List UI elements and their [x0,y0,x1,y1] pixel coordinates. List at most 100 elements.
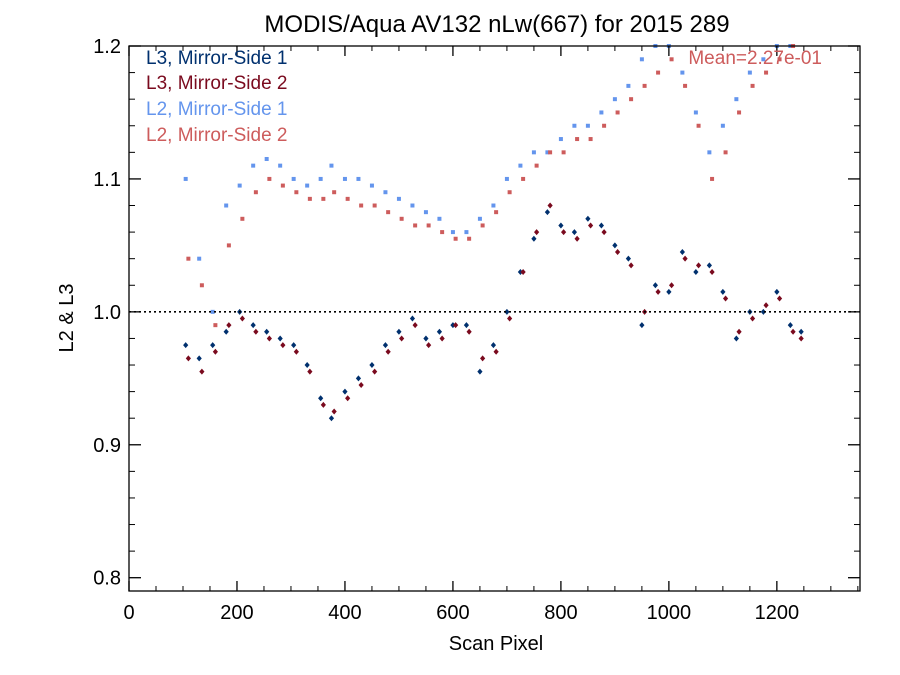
data-point [761,57,766,62]
data-point [679,249,685,256]
data-point [291,342,297,349]
data-point [183,342,189,349]
data-point [253,190,258,195]
data-point [668,282,675,289]
data-points [183,44,804,422]
data-point [561,150,566,155]
data-point [423,210,428,215]
data-point [426,342,432,349]
data-point [293,348,299,355]
legend-entry-l3-ms2: L3, Mirror-Side 2 [146,73,288,94]
data-point [572,123,577,128]
x-tick-label: 400 [328,602,361,624]
data-point [345,196,350,201]
data-point [656,70,661,75]
x-tick-label: 1000 [647,602,692,624]
data-point [266,335,272,342]
data-point [250,322,256,329]
x-axis-title: Scan Pixel [449,633,544,655]
data-point [332,190,337,195]
data-point [356,176,361,181]
data-point [642,83,647,88]
data-point [329,163,334,168]
data-point [490,342,497,349]
legend: L3, Mirror-Side 1 L3, Mirror-Side 2 L2, … [146,48,288,146]
data-point [504,176,509,181]
data-point [720,123,725,128]
data-point [239,315,245,322]
data-point [682,255,688,262]
data-point [507,315,513,322]
y-tick-label: 0.9 [93,435,121,457]
data-point [186,256,191,261]
data-point [588,137,593,142]
data-point [764,70,769,75]
data-point [639,57,644,62]
data-point [450,322,456,329]
data-point [598,222,604,229]
data-point [210,309,215,314]
data-point [558,137,563,142]
data-point [294,190,299,195]
data-point [574,235,580,242]
data-point [798,335,804,342]
data-point [776,295,783,302]
legend-entry-l2-ms1: L2, Mirror-Side 1 [146,99,288,120]
data-point [723,150,728,155]
data-point [561,229,567,236]
y-tick-label: 1.2 [93,36,121,58]
data-point [385,348,391,355]
data-point [683,83,688,88]
data-point [223,328,229,335]
data-point [737,110,742,115]
data-point [669,57,674,62]
data-point [585,123,590,128]
data-point [307,368,313,375]
data-point [480,223,485,228]
data-point [558,222,564,229]
data-point [787,322,793,329]
data-point [639,322,645,329]
legend-entry-l2-ms2: L2, Mirror-Side 2 [146,125,288,146]
data-point [790,328,796,335]
data-point [599,110,604,115]
data-point [197,256,202,261]
series-2 [183,44,793,314]
data-point [399,216,404,221]
data-point [372,368,378,375]
data-point [722,295,729,302]
data-point [615,110,620,115]
data-point [521,176,526,181]
y-axis-title: L2 & L3 [56,284,78,353]
x-tick-label: 1200 [755,602,800,624]
data-point [358,381,364,388]
data-point [226,322,232,329]
data-point [548,150,553,155]
data-point [342,388,348,395]
data-point [517,268,524,275]
data-point [437,216,442,221]
data-point [477,216,482,221]
data-point [706,262,712,269]
data-point [625,255,631,262]
series-0 [183,209,804,422]
data-point [614,249,621,256]
data-point [520,268,526,275]
x-axis-ticks: 0 200 400 600 800 1000 1200 [123,46,859,624]
data-point [369,183,374,188]
data-point [264,328,270,335]
data-point [750,83,755,88]
data-point [264,156,269,161]
data-point [798,328,804,335]
data-point [652,282,658,289]
data-point [226,243,231,248]
data-point [695,262,702,269]
data-point [291,176,296,181]
data-point [464,230,469,235]
data-point [213,323,218,328]
data-point [383,190,388,195]
data-point [409,315,416,322]
data-point [426,223,431,228]
data-point [707,150,712,155]
data-point [710,176,715,181]
